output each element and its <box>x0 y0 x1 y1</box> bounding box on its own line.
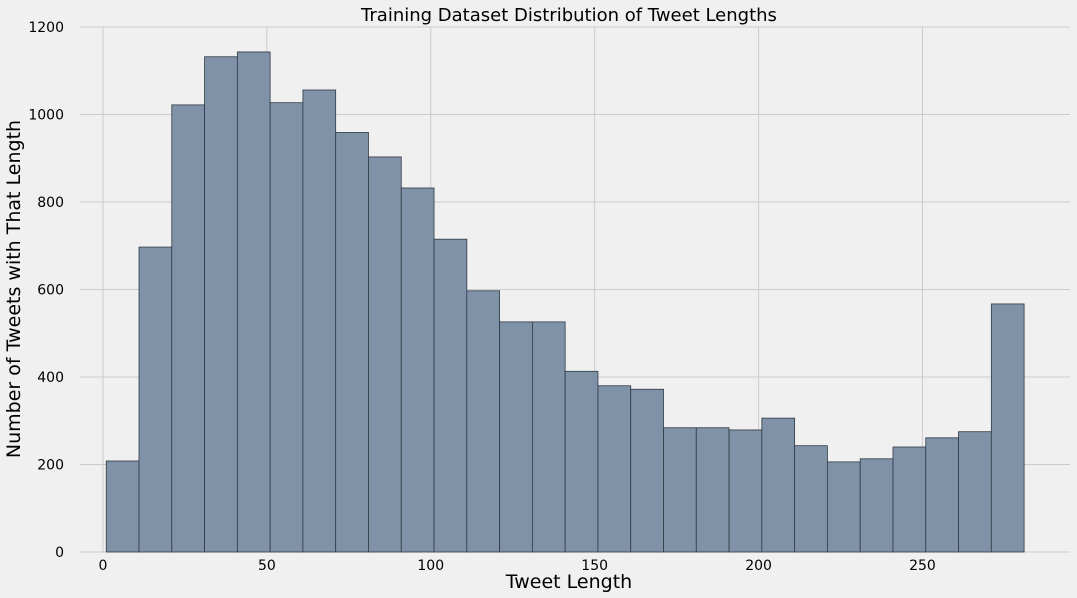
x-tick-label-5: 250 <box>909 558 936 574</box>
y-tick-label-5: 1000 <box>28 108 64 124</box>
y-tick-label-3: 600 <box>37 283 64 299</box>
bar-0 <box>105 460 140 553</box>
bar-27 <box>990 303 1025 553</box>
y-tick-label-1: 200 <box>37 458 64 474</box>
bar-24 <box>892 446 927 553</box>
x-tick-label-2: 100 <box>417 558 444 574</box>
bar-16 <box>630 388 664 553</box>
bar-5 <box>269 102 304 553</box>
x-tick-label-0: 0 <box>98 558 107 574</box>
x-tick-labels: 0 50 100 150 200 250 <box>98 558 935 574</box>
x-tick-label-1: 50 <box>258 558 276 574</box>
y-tick-label-2: 400 <box>37 370 64 386</box>
bar-10 <box>433 238 468 553</box>
bar-3 <box>204 56 238 553</box>
y-tick-label-4: 800 <box>37 195 64 211</box>
y-tick-label-0: 0 <box>55 545 64 561</box>
bar-22 <box>827 461 861 553</box>
bar-21 <box>794 445 828 553</box>
chart-title: Training Dataset Distribution of Tweet L… <box>360 5 777 26</box>
y-tick-label-6: 1200 <box>28 20 64 36</box>
bar-15 <box>597 385 632 553</box>
bars <box>105 51 1025 553</box>
bar-1 <box>138 246 173 553</box>
bar-7 <box>335 132 369 553</box>
bar-19 <box>728 429 763 553</box>
bar-23 <box>859 458 894 553</box>
bar-18 <box>695 427 730 553</box>
bar-11 <box>466 290 501 553</box>
bar-9 <box>400 187 435 553</box>
x-tick-label-4: 200 <box>745 558 772 574</box>
bar-6 <box>302 89 337 553</box>
y-axis-label: Number of Tweets with That Length <box>3 120 25 458</box>
bar-2 <box>171 104 205 553</box>
bar-12 <box>499 321 533 553</box>
bar-14 <box>564 370 599 553</box>
bar-4 <box>236 51 271 553</box>
x-axis-label: Tweet Length <box>505 571 632 593</box>
bar-20 <box>761 417 796 553</box>
bar-17 <box>663 427 697 553</box>
bar-13 <box>531 321 566 553</box>
bar-25 <box>925 437 959 553</box>
y-tick-labels: 0 200 400 600 800 1000 1200 <box>28 20 64 561</box>
bar-8 <box>368 156 402 553</box>
x-tick-label-3: 150 <box>581 558 608 574</box>
bar-26 <box>958 431 992 553</box>
